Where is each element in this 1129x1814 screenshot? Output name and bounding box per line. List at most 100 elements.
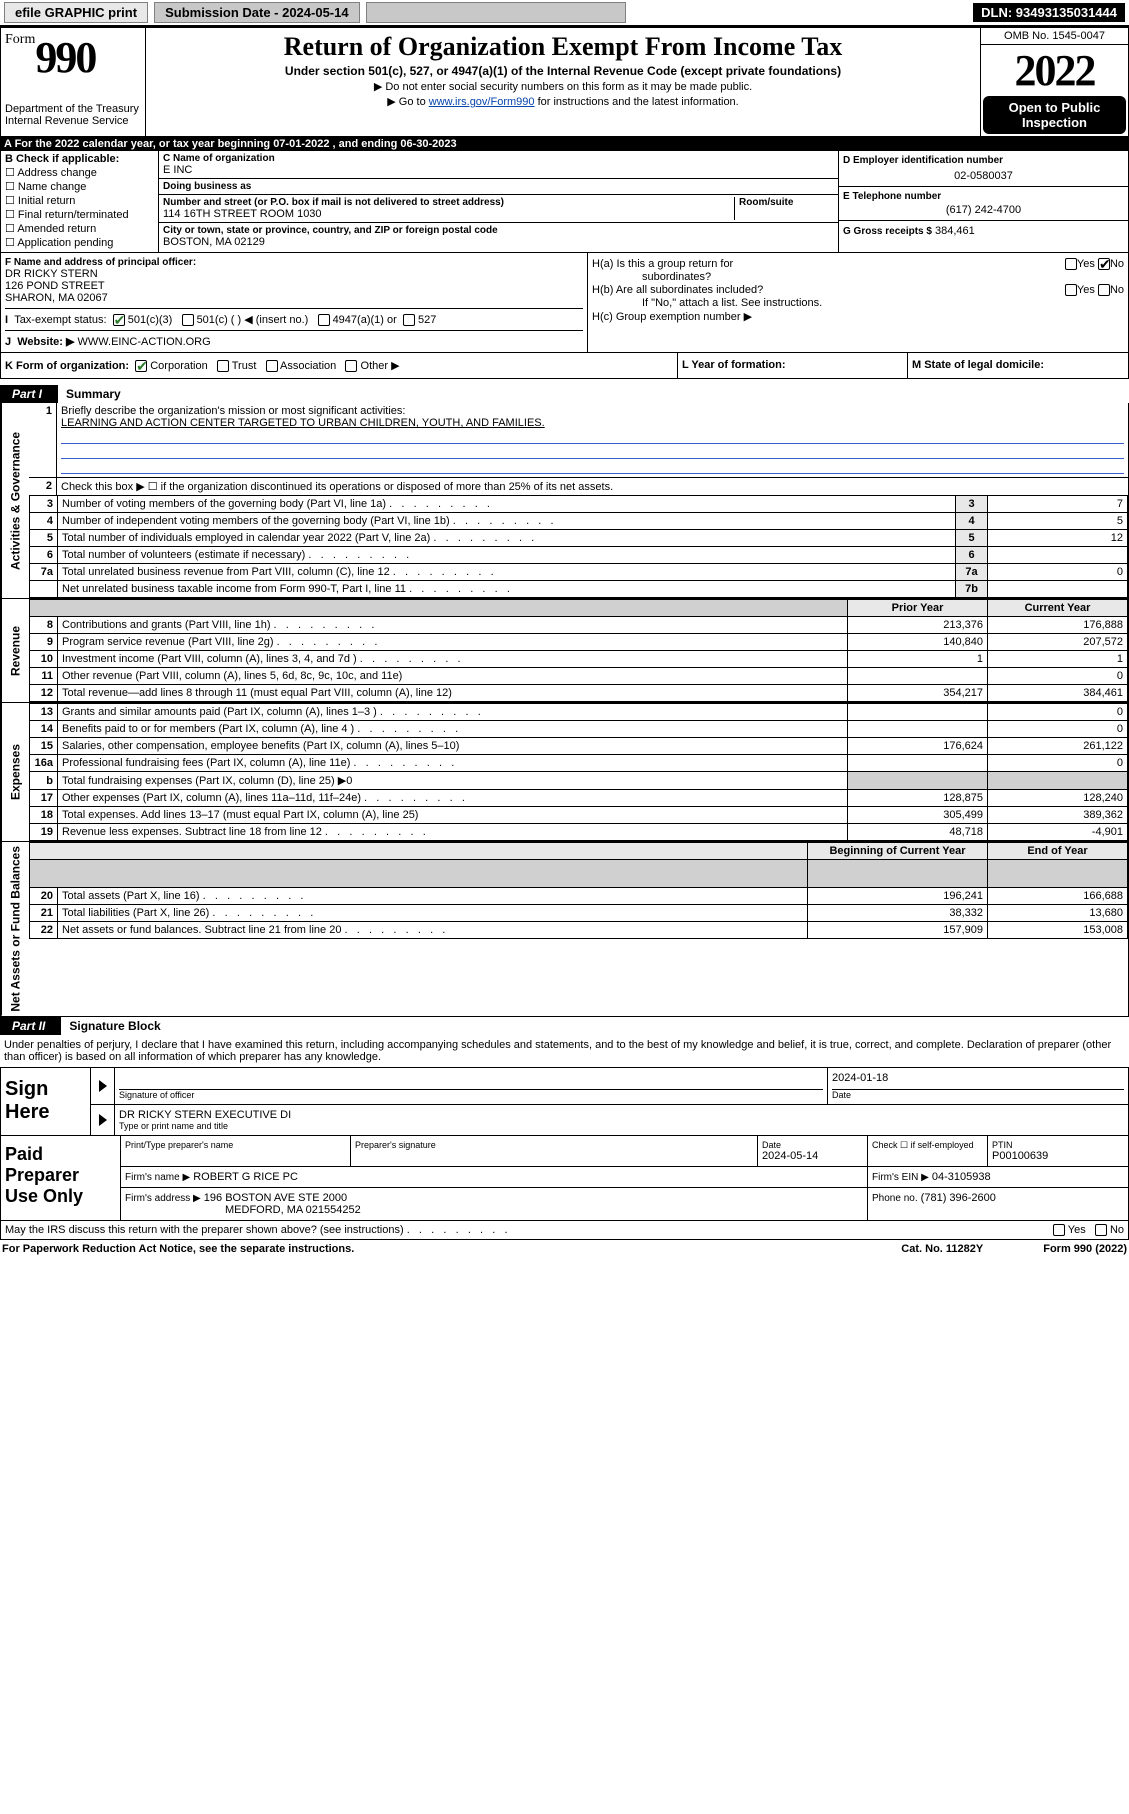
hc-label: H(c) Group exemption number ▶ bbox=[592, 310, 1124, 323]
ein-phone-col: D Employer identification number 02-0580… bbox=[838, 151, 1128, 252]
head-end: End of Year bbox=[988, 843, 1128, 860]
sig-date: 2024-01-18 bbox=[832, 1072, 1124, 1090]
hb-yes[interactable] bbox=[1065, 284, 1077, 296]
org-name: E INC bbox=[163, 164, 834, 176]
chk-527[interactable] bbox=[403, 314, 415, 326]
website-value: WWW.EINC-ACTION.ORG bbox=[77, 336, 210, 348]
omb-number: OMB No. 1545-0047 bbox=[981, 28, 1128, 45]
hb-sub: If "No," attach a list. See instructions… bbox=[592, 297, 1124, 309]
chk-name-change[interactable]: ☐ Name change bbox=[5, 180, 154, 193]
firm-name: ROBERT G RICE PC bbox=[193, 1171, 298, 1183]
period-bar: A For the 2022 calendar year, or tax yea… bbox=[0, 137, 1129, 151]
firm-addr-label: Firm's address ▶ bbox=[125, 1193, 201, 1204]
firm-ein-label: Firm's EIN ▶ bbox=[872, 1172, 929, 1183]
opt-assoc: Association bbox=[280, 360, 336, 372]
chk-501c[interactable] bbox=[182, 314, 194, 326]
chk-trust[interactable] bbox=[217, 360, 229, 372]
may-irs-yes[interactable] bbox=[1053, 1224, 1065, 1236]
chk-corp[interactable] bbox=[135, 360, 147, 372]
firm-addr1: 196 BOSTON AVE STE 2000 bbox=[204, 1192, 347, 1204]
may-irs-no[interactable] bbox=[1095, 1224, 1107, 1236]
goto-suffix: for instructions and the latest informat… bbox=[535, 96, 739, 108]
table-row: 12Total revenue—add lines 8 through 11 (… bbox=[30, 685, 1128, 702]
table-row: 16aProfessional fundraising fees (Part I… bbox=[30, 755, 1128, 772]
prep-date: 2024-05-14 bbox=[762, 1150, 863, 1162]
officer-name: DR RICKY STERN bbox=[5, 268, 583, 280]
netassets-table: Beginning of Current YearEnd of Year 20T… bbox=[29, 842, 1128, 939]
hb-label: H(b) Are all subordinates included? bbox=[592, 284, 763, 296]
dept-treasury: Department of the Treasury Internal Reve… bbox=[5, 103, 141, 127]
phone-label-prep: Phone no. bbox=[872, 1193, 918, 1204]
footer-left: For Paperwork Reduction Act Notice, see … bbox=[2, 1243, 354, 1255]
chk-501c3[interactable] bbox=[113, 314, 125, 326]
form-number: 990 bbox=[35, 33, 95, 82]
ha-sub: subordinates? bbox=[592, 271, 1124, 283]
city-value: BOSTON, MA 02129 bbox=[163, 236, 834, 248]
opt-corp: Corporation bbox=[150, 360, 207, 372]
instruction-line-1: ▶ Do not enter social security numbers o… bbox=[152, 80, 974, 93]
b-title: B Check if applicable: bbox=[5, 153, 154, 165]
caret-icon bbox=[99, 1080, 107, 1092]
title-cell: Return of Organization Exempt From Incom… bbox=[146, 28, 980, 136]
ptin-value: P00100639 bbox=[992, 1150, 1124, 1162]
preparer-block: Paid Preparer Use Only Print/Type prepar… bbox=[0, 1136, 1129, 1221]
governance-table: 3Number of voting members of the governi… bbox=[29, 495, 1128, 598]
revenue-block: Revenue Prior YearCurrent Year 8Contribu… bbox=[0, 599, 1129, 703]
footer-formref: Form 990 (2022) bbox=[1043, 1243, 1127, 1255]
opt-527: 527 bbox=[418, 314, 436, 326]
table-row: 6Total number of volunteers (estimate if… bbox=[30, 547, 1128, 564]
caret-icon bbox=[99, 1114, 107, 1126]
k-row: K Form of organization: Corporation Trus… bbox=[0, 353, 1129, 379]
officer-print-name: DR RICKY STERN EXECUTIVE DI bbox=[119, 1109, 1124, 1121]
mission-label: Briefly describe the organization's miss… bbox=[61, 405, 405, 417]
submission-date-button[interactable]: Submission Date - 2024-05-14 bbox=[154, 2, 360, 23]
irs-link[interactable]: www.irs.gov/Form990 bbox=[429, 96, 535, 108]
f-label: F Name and address of principal officer: bbox=[5, 257, 583, 268]
chk-initial-return[interactable]: ☐ Initial return bbox=[5, 194, 154, 207]
chk-final-return[interactable]: ☐ Final return/terminated bbox=[5, 208, 154, 221]
chk-address-change[interactable]: ☐ Address change bbox=[5, 166, 154, 179]
page-footer: For Paperwork Reduction Act Notice, see … bbox=[0, 1240, 1129, 1258]
ha-no[interactable] bbox=[1098, 258, 1110, 270]
governance-block: Activities & Governance 1 Briefly descri… bbox=[0, 403, 1129, 599]
top-bar: efile GRAPHIC print Submission Date - 20… bbox=[0, 0, 1129, 27]
prep-date-label: Date bbox=[762, 1140, 863, 1150]
may-irs-row: May the IRS discuss this return with the… bbox=[0, 1221, 1129, 1240]
h-col: H(a) Is this a group return for Yes No s… bbox=[588, 253, 1128, 352]
expenses-sidelabel: Expenses bbox=[1, 703, 29, 841]
table-row: 18Total expenses. Add lines 13–17 (must … bbox=[30, 807, 1128, 824]
table-row: 19Revenue less expenses. Subtract line 1… bbox=[30, 824, 1128, 841]
efile-print-button[interactable]: efile GRAPHIC print bbox=[4, 2, 148, 23]
table-row: 13Grants and similar amounts paid (Part … bbox=[30, 704, 1128, 721]
dba-label: Doing business as bbox=[163, 181, 834, 192]
prep-phone: (781) 396-2600 bbox=[921, 1192, 996, 1204]
chk-amended[interactable]: ☐ Amended return bbox=[5, 222, 154, 235]
part-ii-tab: Part II bbox=[0, 1017, 57, 1035]
table-row: 4Number of independent voting members of… bbox=[30, 513, 1128, 530]
head-prior: Prior Year bbox=[848, 600, 988, 617]
firm-ein: 04-3105938 bbox=[932, 1171, 991, 1183]
ha-yes[interactable] bbox=[1065, 258, 1077, 270]
perjury-declaration: Under penalties of perjury, I declare th… bbox=[0, 1035, 1129, 1068]
part-i-tab: Part I bbox=[0, 385, 54, 403]
firm-name-label: Firm's name ▶ bbox=[125, 1172, 190, 1183]
table-row: 8Contributions and grants (Part VIII, li… bbox=[30, 617, 1128, 634]
table-row: 5Total number of individuals employed in… bbox=[30, 530, 1128, 547]
room-label: Room/suite bbox=[739, 197, 834, 208]
chk-assoc[interactable] bbox=[266, 360, 278, 372]
blank-button[interactable] bbox=[366, 2, 626, 23]
date-label: Date bbox=[832, 1090, 1124, 1100]
chk-other[interactable] bbox=[345, 360, 357, 372]
subtitle-1: Under section 501(c), 527, or 4947(a)(1)… bbox=[152, 64, 974, 78]
chk-application-pending[interactable]: ☐ Application pending bbox=[5, 236, 154, 249]
firm-addr2: MEDFORD, MA 021554252 bbox=[225, 1204, 361, 1216]
hb-no[interactable] bbox=[1098, 284, 1110, 296]
part-ii-header: Part II Signature Block bbox=[0, 1017, 1129, 1035]
prep-sig-label: Preparer's signature bbox=[355, 1140, 753, 1150]
opt-501c: 501(c) ( ) ◀ (insert no.) bbox=[197, 314, 309, 326]
ha-label: H(a) Is this a group return for bbox=[592, 258, 733, 270]
signature-line[interactable] bbox=[119, 1072, 823, 1090]
head-begin: Beginning of Current Year bbox=[808, 843, 988, 860]
chk-4947[interactable] bbox=[318, 314, 330, 326]
expenses-block: Expenses 13Grants and similar amounts pa… bbox=[0, 703, 1129, 842]
